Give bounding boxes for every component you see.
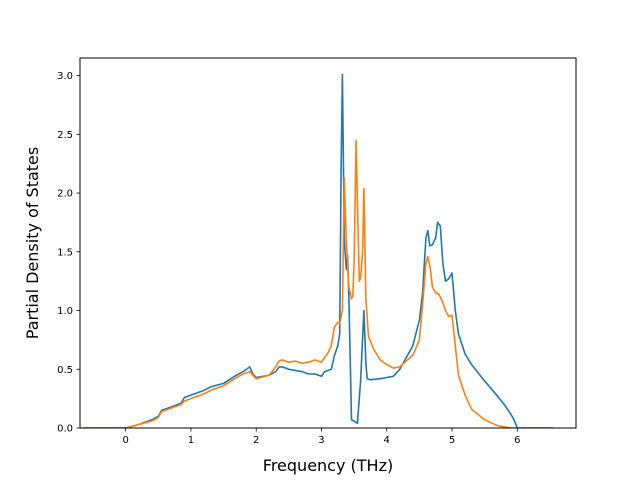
x-tick-label: 5: [449, 435, 455, 446]
y-tick-label: 0.0: [57, 424, 73, 435]
y-axis-ticks: 0.0 0.5 1.0 1.5 2.0 2.5 3.0: [57, 71, 80, 435]
x-tick-label: 3: [318, 435, 324, 446]
x-axis-label: Frequency (THz): [263, 456, 393, 475]
series-line-1: [83, 73, 554, 428]
series-layer: [83, 73, 554, 428]
x-tick-label: 4: [384, 435, 390, 446]
y-tick-label: 1.5: [57, 247, 73, 258]
x-axis-ticks: 0 1 2 3 4 5 6: [122, 428, 520, 446]
y-axis-label: Partial Density of States: [23, 147, 42, 339]
x-tick-label: 6: [514, 435, 520, 446]
plot-area: [79, 57, 577, 429]
x-tick-label: 0: [122, 435, 128, 446]
x-tick-label: 2: [253, 435, 259, 446]
y-tick-label: 0.5: [57, 365, 73, 376]
series-line-2: [83, 139, 554, 428]
axes-frame: [79, 57, 577, 429]
y-tick-label: 2.0: [57, 189, 73, 200]
x-tick-label: 1: [188, 435, 194, 446]
y-tick-label: 3.0: [57, 71, 73, 82]
y-tick-label: 1.0: [57, 306, 73, 317]
y-tick-label: 2.5: [57, 130, 73, 141]
